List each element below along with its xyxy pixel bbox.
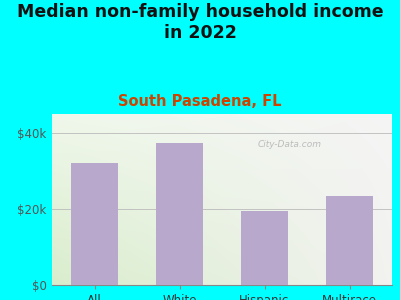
Bar — [326, 196, 373, 285]
Bar — [156, 142, 203, 285]
Bar — [241, 211, 288, 285]
Text: City-Data.com: City-Data.com — [258, 140, 322, 149]
Bar — [71, 164, 118, 285]
Text: South Pasadena, FL: South Pasadena, FL — [118, 94, 282, 110]
Text: Median non-family household income
in 2022: Median non-family household income in 20… — [17, 3, 383, 42]
